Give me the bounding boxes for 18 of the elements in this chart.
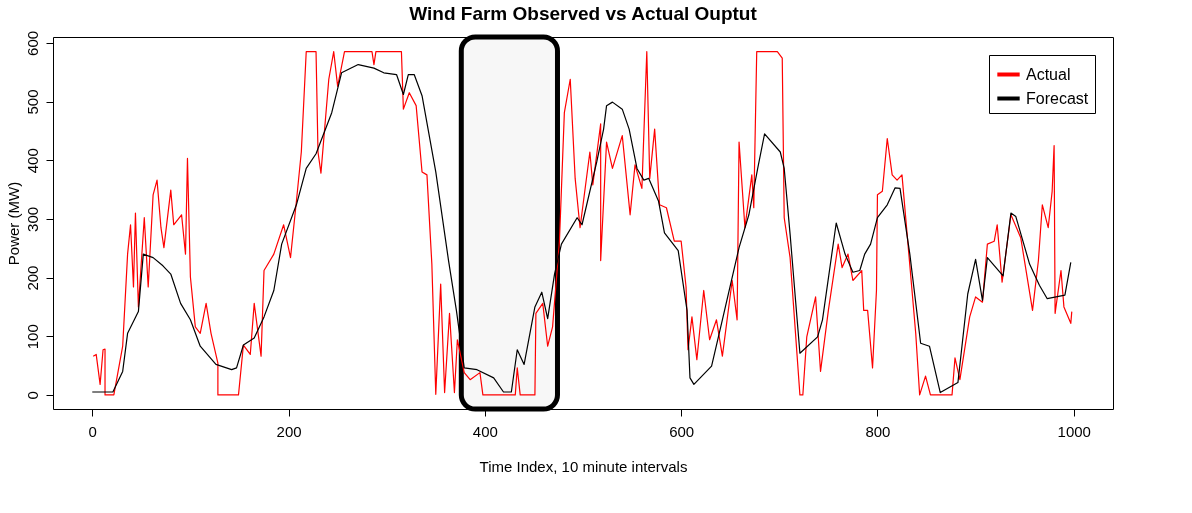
chart-title: Wind Farm Observed vs Actual Ouptut bbox=[409, 3, 758, 25]
y-axis-title: Power (MW) bbox=[4, 181, 22, 266]
y-tick-label: 0 bbox=[23, 391, 41, 400]
y-tick-label: 600 bbox=[23, 30, 41, 56]
legend-label: Actual bbox=[1026, 65, 1071, 83]
y-tick-label: 400 bbox=[23, 148, 41, 174]
x-axis-title: Time Index, 10 minute intervals bbox=[479, 457, 688, 475]
x-tick-label: 600 bbox=[669, 422, 695, 440]
y-tick-label: 200 bbox=[23, 265, 41, 291]
x-tick-label: 0 bbox=[88, 422, 97, 440]
y-tick-label: 300 bbox=[23, 206, 41, 232]
legend-label: Forecast bbox=[1026, 89, 1089, 107]
x-tick-label: 200 bbox=[276, 422, 302, 440]
x-tick-label: 800 bbox=[865, 422, 891, 440]
x-tick-label: 1000 bbox=[1057, 422, 1091, 440]
y-tick-label: 100 bbox=[23, 324, 41, 350]
x-tick-label: 400 bbox=[472, 422, 498, 440]
y-tick-label: 500 bbox=[23, 89, 41, 115]
